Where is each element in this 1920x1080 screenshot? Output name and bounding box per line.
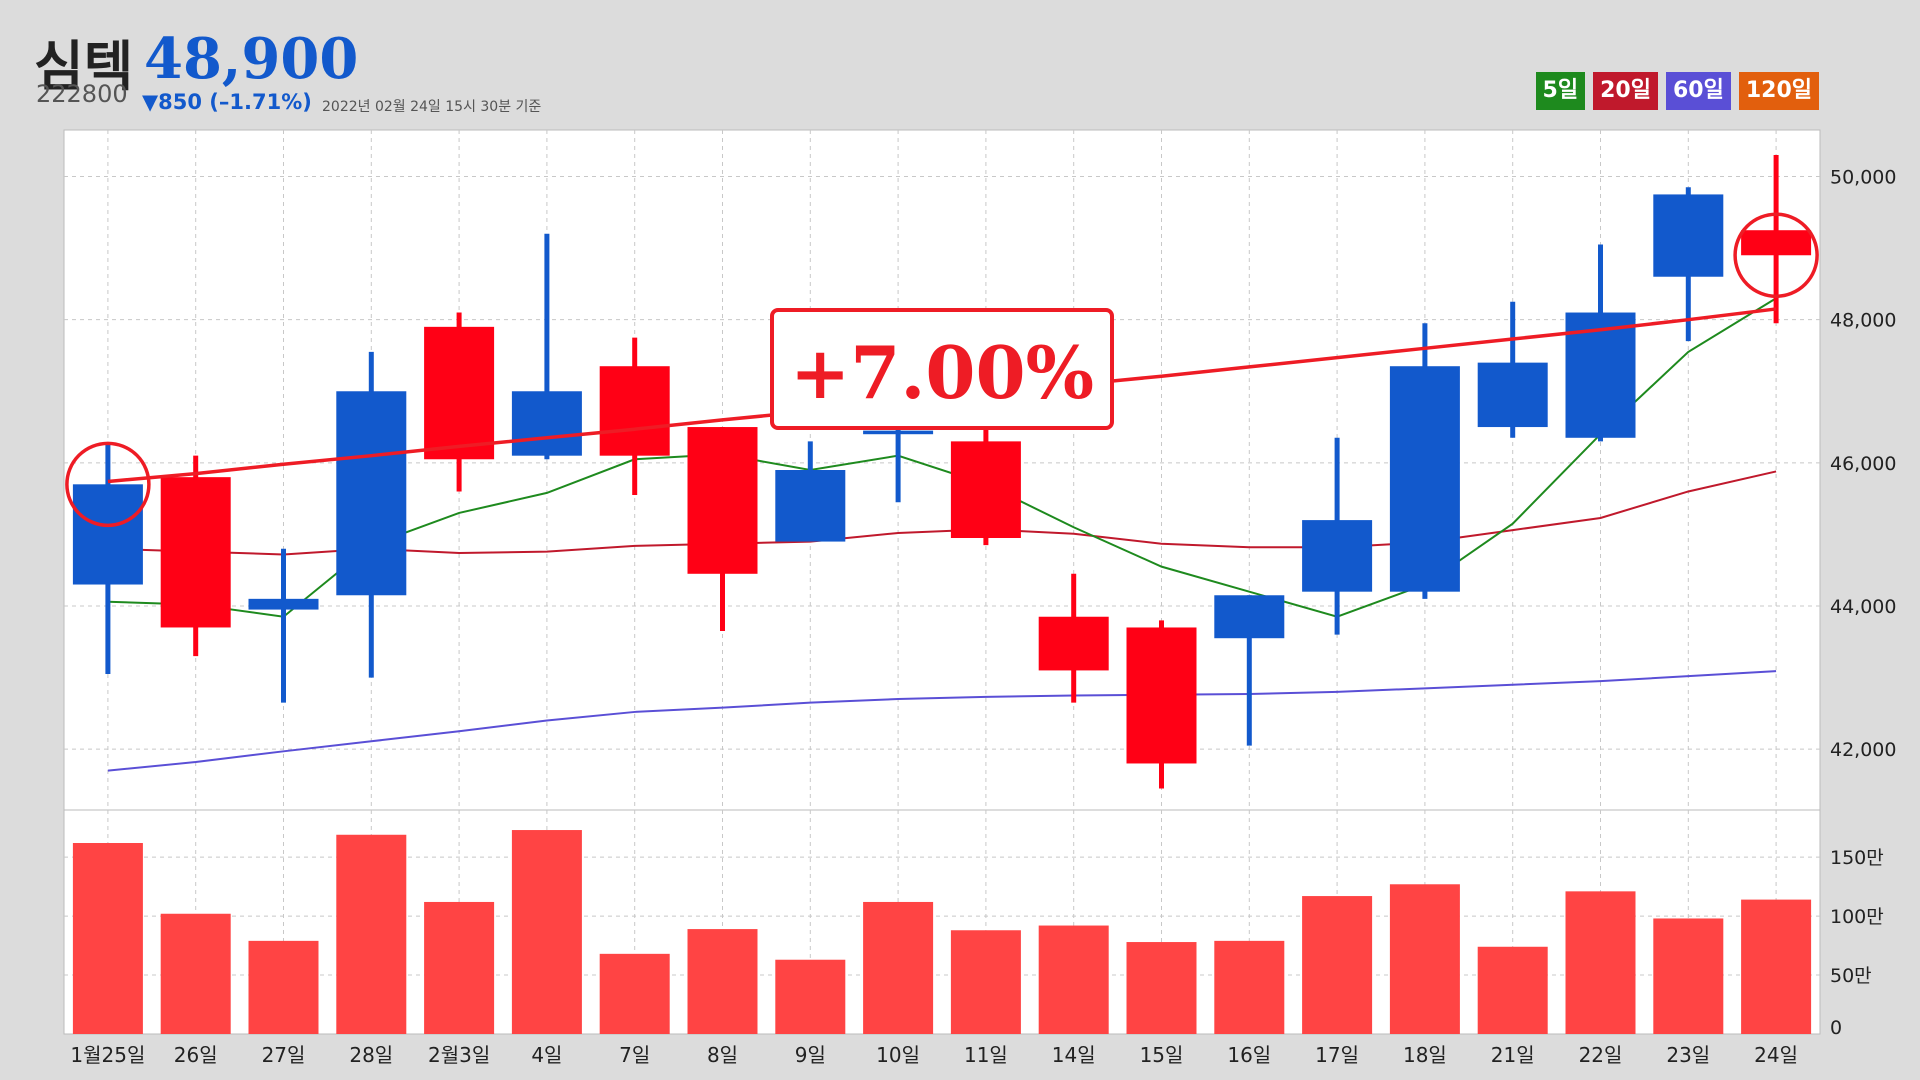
- volume-bar: [72, 843, 143, 1034]
- volume-bar: [1653, 918, 1724, 1034]
- candle-body: [336, 391, 407, 596]
- highlight-circle: [1733, 212, 1819, 299]
- x-tick-label: 24일: [1754, 1043, 1798, 1067]
- candle-body: [687, 427, 758, 574]
- legend-ma5[interactable]: 5일: [1535, 72, 1586, 110]
- candle-body: [160, 477, 231, 628]
- volume-bar: [863, 901, 934, 1034]
- volume-bar: [511, 830, 582, 1034]
- volume-bar: [687, 929, 758, 1034]
- volume-bar: [1126, 942, 1197, 1034]
- volume-bar: [1741, 899, 1812, 1034]
- price-change: ▼850 (–1.71%): [142, 90, 312, 114]
- stock-name: 심텍: [34, 35, 134, 98]
- volume-tick-label: 150만: [1830, 847, 1884, 869]
- volume-bar: [599, 953, 670, 1034]
- volume-bar: [775, 959, 846, 1034]
- annotation-label: +7.00%: [790, 330, 1094, 415]
- x-tick-label: 11일: [964, 1043, 1008, 1067]
- legend-ma60[interactable]: 60일: [1665, 72, 1731, 110]
- volume-bar: [424, 901, 495, 1034]
- candle-body: [950, 441, 1021, 538]
- x-tick-label: 1월25일: [70, 1043, 145, 1067]
- x-tick-label: 10일: [876, 1043, 920, 1067]
- candle-body: [1389, 366, 1460, 592]
- price-tick-label: 42,000: [1830, 739, 1896, 761]
- candle-body: [1477, 362, 1548, 428]
- candle-body: [1653, 194, 1724, 277]
- x-tick-label: 27일: [262, 1043, 306, 1067]
- volume-tick-label: 50만: [1830, 965, 1872, 987]
- candle-body: [599, 366, 670, 456]
- candle-body: [1741, 230, 1812, 256]
- x-tick-label: 23일: [1666, 1043, 1710, 1067]
- volume-bar: [248, 940, 319, 1034]
- candle-body: [511, 391, 582, 456]
- x-tick-label: 14일: [1052, 1043, 1096, 1067]
- price-tick-label: 46,000: [1830, 453, 1896, 475]
- x-tick-label: 22일: [1579, 1043, 1623, 1067]
- price-tick-label: 44,000: [1830, 596, 1896, 618]
- candle-body: [72, 484, 143, 585]
- legend-ma120[interactable]: 120일: [1738, 72, 1819, 110]
- price-tick-label: 50,000: [1830, 167, 1896, 189]
- candle-body: [863, 430, 934, 435]
- volume-bar: [1477, 946, 1548, 1034]
- volume-bar: [950, 930, 1021, 1034]
- x-tick-label: 9일: [795, 1043, 826, 1067]
- volume-bar: [1302, 896, 1373, 1034]
- volume-tick-label: 100만: [1830, 906, 1884, 928]
- x-tick-label: 15일: [1140, 1043, 1184, 1067]
- candle-body: [1038, 616, 1109, 671]
- x-tick-label: 17일: [1315, 1043, 1359, 1067]
- candle-body: [248, 598, 319, 610]
- volume-bar: [1038, 925, 1109, 1034]
- x-tick-label: 28일: [349, 1043, 393, 1067]
- legend-ma20[interactable]: 20일: [1593, 72, 1658, 110]
- x-tick-label: 26일: [174, 1043, 218, 1067]
- x-tick-label: 2월3일: [428, 1043, 490, 1067]
- candle-body: [1302, 520, 1373, 592]
- annotation-box: [770, 308, 1114, 430]
- stock-price: 48,900: [144, 26, 359, 92]
- stock-code: 222800: [36, 80, 128, 108]
- ma-line-60일: [107, 670, 1777, 772]
- x-tick-label: 18일: [1403, 1043, 1447, 1067]
- candle-body: [424, 326, 495, 460]
- candle-body: [775, 470, 846, 542]
- candle-body: [1126, 627, 1197, 764]
- volume-panel: [63, 809, 1821, 1035]
- volume-bar: [1389, 884, 1460, 1034]
- x-tick-label: 7일: [619, 1043, 650, 1067]
- volume-bar: [336, 834, 407, 1034]
- volume-tick-label: 0: [1830, 1017, 1842, 1039]
- highlight-circle: [65, 441, 151, 528]
- x-tick-label: 21일: [1491, 1043, 1535, 1067]
- volume-bar: [1214, 940, 1285, 1034]
- moving-average-legend: 5일 20일 60일 120일: [1535, 72, 1819, 110]
- volume-bar: [1565, 891, 1636, 1034]
- x-tick-label: 4일: [531, 1043, 562, 1067]
- timestamp: 2022년 02월 24일 15시 30분 기준: [322, 99, 542, 115]
- x-tick-label: 8일: [707, 1043, 738, 1067]
- x-tick-label: 16일: [1227, 1043, 1271, 1067]
- candle-body: [1214, 595, 1285, 639]
- price-tick-label: 48,000: [1830, 310, 1896, 332]
- volume-bar: [160, 913, 231, 1034]
